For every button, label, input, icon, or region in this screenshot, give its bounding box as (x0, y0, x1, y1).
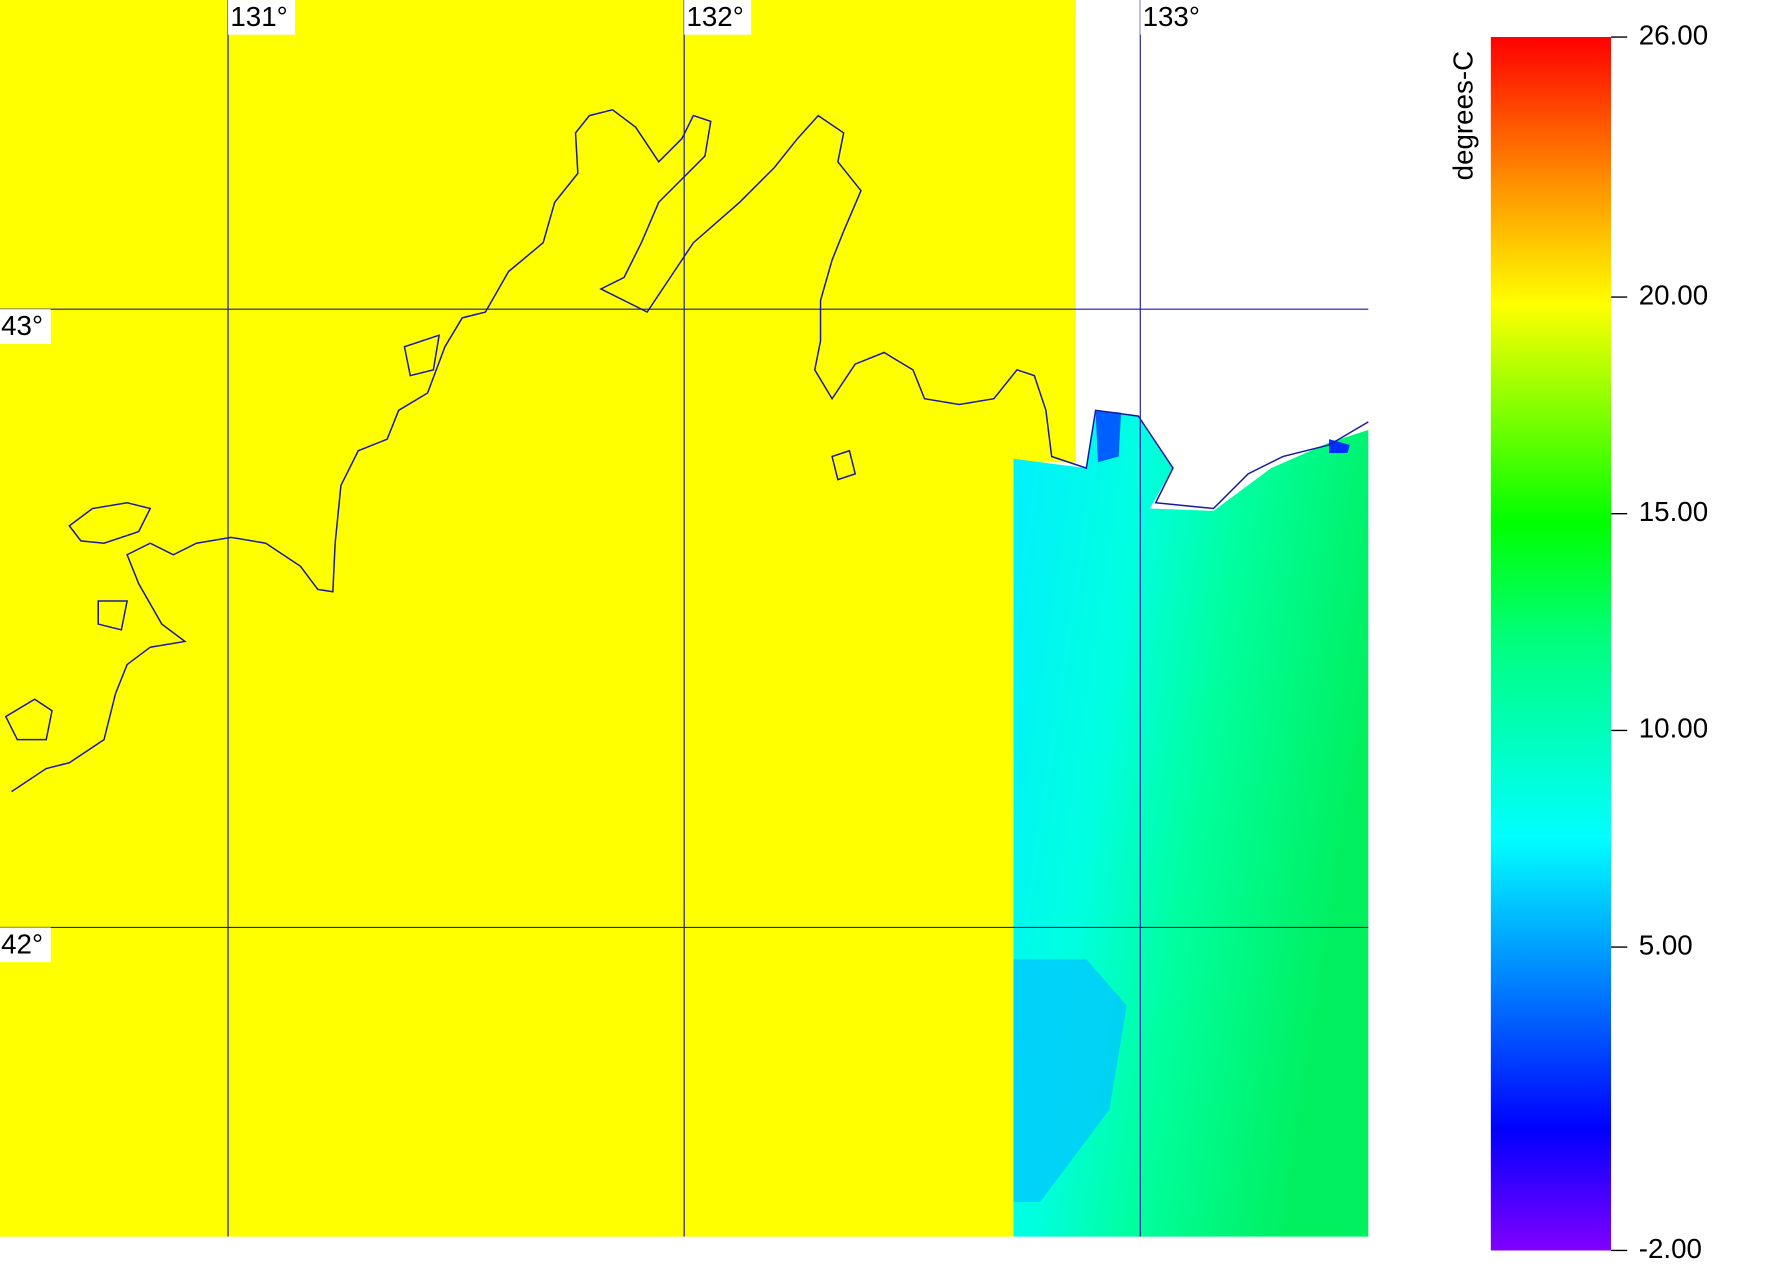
label-background (1140, 0, 1208, 35)
label-background (0, 309, 51, 344)
colorbar-ramp (1490, 37, 1612, 1251)
longitude-label: 131° (230, 1, 287, 32)
label-background (0, 927, 51, 963)
label-background (228, 0, 296, 35)
colorbar-tick-label: 20.00 (1639, 279, 1708, 310)
latitude-label: 42° (1, 928, 43, 959)
colorbar-tick-label: 15.00 (1639, 496, 1708, 527)
colorbar-tick-label: 10.00 (1639, 713, 1708, 744)
longitude-label: 133° (1143, 1, 1200, 32)
colorbar-tick-label: 5.00 (1639, 929, 1693, 960)
sst-cold-patch (1095, 410, 1122, 463)
land-mask (0, 0, 1076, 463)
coastline (11, 109, 1369, 793)
coastline (4, 334, 857, 741)
colorbar: degrees-C -2.00 5.00 10.00 15.00 20.00 26.00 (1448, 19, 1708, 1263)
land-mask (0, 456, 1014, 1237)
colorbar-tick-label: 26.00 (1639, 19, 1708, 50)
label-background (684, 0, 752, 35)
colorbar-tick-label: -2.00 (1639, 1233, 1702, 1264)
latitude-label: 43° (1, 310, 43, 341)
graticule-labels: 131° 132° 133° 43° 42° (0, 0, 1208, 963)
sst-cold-patch (1013, 959, 1127, 1202)
longitude-label: 132° (686, 1, 743, 32)
graticule (0, 0, 1369, 1237)
colorbar-unit: degrees-C (1448, 51, 1479, 180)
map-panel (0, 0, 1369, 1237)
